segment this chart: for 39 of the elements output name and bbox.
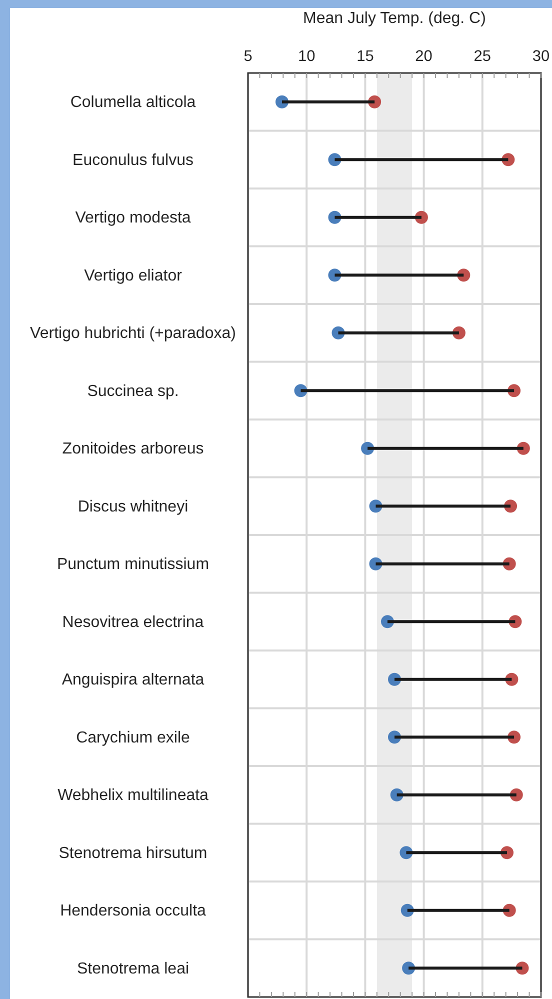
y-tick-label: Punctum minutissium (56, 556, 210, 573)
y-tick-label: Webhelix multilineata (58, 786, 209, 804)
bar (406, 851, 508, 854)
y-tick-label: Stenotrema hirsutum (58, 844, 208, 862)
y-tick-label: Vertigo eliator (84, 267, 183, 284)
y-tick-label: Euconulus fulvus (72, 152, 194, 169)
bar (368, 446, 524, 450)
bar (407, 908, 510, 912)
bar (387, 620, 516, 624)
x-tick-label: 5 (244, 48, 252, 65)
y-tick-label: Zonitoides arboreus (62, 440, 204, 458)
bar (376, 562, 510, 566)
bar (282, 100, 375, 104)
y-tick-label: Anguispira alternata (62, 671, 204, 688)
bar (408, 966, 522, 970)
x-tick-label: 30 (532, 48, 550, 65)
x-tick-label: 25 (474, 48, 492, 65)
x-tick-label: 10 (298, 48, 316, 65)
y-tick-label: Nesovitrea electrina (62, 614, 204, 631)
y-tick-label: Hendersonia occulta (60, 902, 206, 920)
y-tick-label: Vertigo hubrichti (+paradoxa) (30, 324, 236, 342)
y-tick-label: Discus whitneyi (78, 498, 188, 516)
bar (300, 389, 514, 392)
bar (376, 504, 511, 508)
bar (334, 274, 464, 277)
bar (394, 678, 512, 681)
y-tick-label: Columella alticola (70, 94, 196, 111)
y-tick-label: Succinea sp. (87, 382, 179, 400)
y-tick-label: Stenotrema leai (76, 960, 190, 978)
bar (396, 793, 516, 796)
x-tick-label: 20 (415, 48, 433, 65)
x-tick-label: 15 (356, 48, 374, 65)
bar (338, 331, 459, 334)
y-tick-label: Carychium exile (76, 729, 190, 746)
bar (334, 158, 508, 162)
bar (394, 736, 514, 739)
bar (334, 216, 422, 219)
y-tick-label: Vertigo modesta (75, 209, 191, 226)
x-axis-title: Mean July Temp. (deg. C) (303, 10, 486, 27)
